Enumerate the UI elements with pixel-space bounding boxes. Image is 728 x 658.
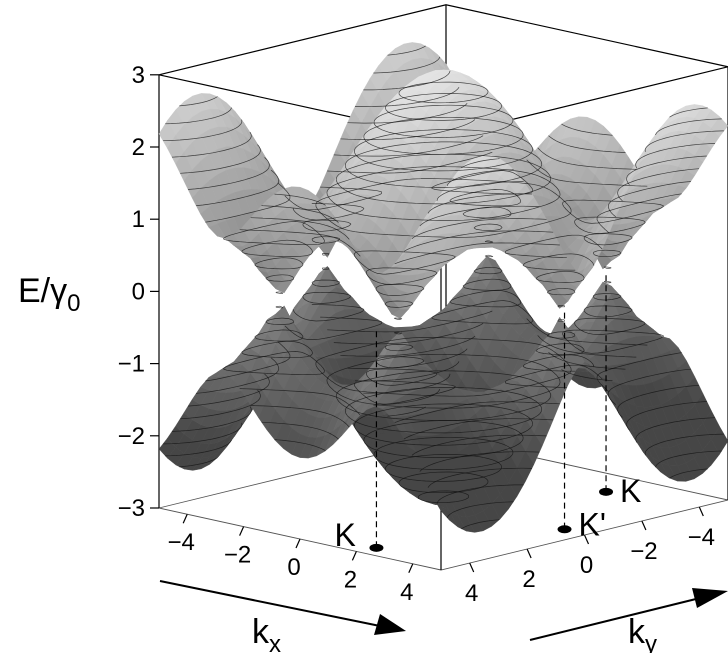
x-axis-title-main: k	[252, 613, 270, 651]
x-axis-title-sub: x	[269, 631, 281, 653]
dirac-point-label: K'	[579, 506, 606, 542]
dirac-point-label: K	[620, 473, 641, 509]
y-tick-label: 4	[465, 580, 478, 607]
contour-line	[265, 266, 622, 352]
z-axis-ticks: 3 2 1 0 −1 −2 −3	[118, 62, 159, 522]
z-tick-label: 0	[132, 278, 145, 305]
x-tick-label: −4	[168, 529, 195, 556]
dirac-point-marker	[557, 525, 572, 534]
y-tick	[698, 506, 704, 517]
y-tick	[469, 562, 475, 573]
y-tick	[526, 548, 532, 559]
z-axis-title: E/γ0	[18, 272, 80, 317]
x-tick	[351, 551, 357, 561]
z-axis-title-sub: 0	[67, 290, 80, 317]
z-tick-label: 2	[132, 134, 145, 161]
contour-line	[241, 290, 646, 386]
y-tick	[583, 534, 590, 545]
y-tick-label: −2	[630, 538, 657, 565]
y-tick	[641, 520, 647, 531]
contour-line	[163, 373, 724, 505]
x-tick-label: 0	[287, 554, 300, 581]
svg-text:ky: ky	[628, 613, 657, 653]
z-tick-label: −2	[118, 423, 145, 450]
dirac-point-marker	[599, 487, 614, 496]
contour-line	[275, 240, 612, 320]
contour-line	[180, 348, 707, 472]
z-tick-label: 3	[132, 62, 145, 89]
y-axis-ticks: 4 2 0 −2 −4	[465, 506, 715, 607]
contour-line	[254, 278, 633, 369]
dirac-point-markers: K K' K	[334, 275, 641, 553]
x-tick	[408, 563, 414, 574]
contour-line	[171, 86, 716, 214]
y-tick-label: 0	[580, 552, 593, 579]
contour-line	[275, 254, 612, 335]
svg-text:kx: kx	[252, 613, 281, 653]
contour-line	[196, 135, 691, 252]
z-tick-label: 1	[132, 206, 145, 233]
y-axis-title-main: k	[628, 613, 646, 651]
contour-line	[265, 223, 622, 308]
contour-line	[179, 45, 708, 169]
x-axis-title: kx	[252, 613, 281, 658]
contour-line	[187, 119, 700, 239]
y-axis-title: ky	[628, 613, 657, 658]
dirac-point-marker	[369, 543, 384, 552]
x-tick	[182, 513, 188, 524]
svg-text:E/γ0: E/γ0	[18, 272, 80, 317]
x-tick	[295, 538, 301, 549]
dirac-point-label: K	[334, 517, 355, 553]
contour-line	[254, 206, 633, 296]
z-tick-label: −3	[118, 495, 145, 522]
x-axis-ticks: −4 −2 0 2 4	[168, 513, 414, 606]
y-tick-label: 2	[522, 566, 535, 593]
y-tick-label: −4	[688, 524, 715, 551]
contour-line	[223, 300, 664, 405]
x-tick	[239, 526, 245, 536]
x-tick-label: −2	[224, 542, 251, 569]
x-tick-label: 4	[400, 579, 413, 606]
contour-line	[205, 151, 682, 265]
z-tick-label: −1	[118, 351, 145, 378]
x-tick-label: 2	[344, 566, 357, 593]
y-axis-title-sub: y	[645, 631, 657, 653]
contour-line	[180, 103, 707, 227]
contour-line	[165, 56, 722, 186]
contour-line	[398, 81, 489, 104]
contour-line	[171, 361, 716, 488]
z-axis-title-main: E/γ	[18, 272, 67, 310]
x-axis-arrow	[159, 580, 406, 635]
contour-line	[187, 335, 700, 456]
y-axis-arrow	[529, 588, 728, 641]
contour-line	[398, 471, 489, 494]
contour-line	[165, 388, 722, 519]
band-surfaces	[158, 42, 728, 533]
